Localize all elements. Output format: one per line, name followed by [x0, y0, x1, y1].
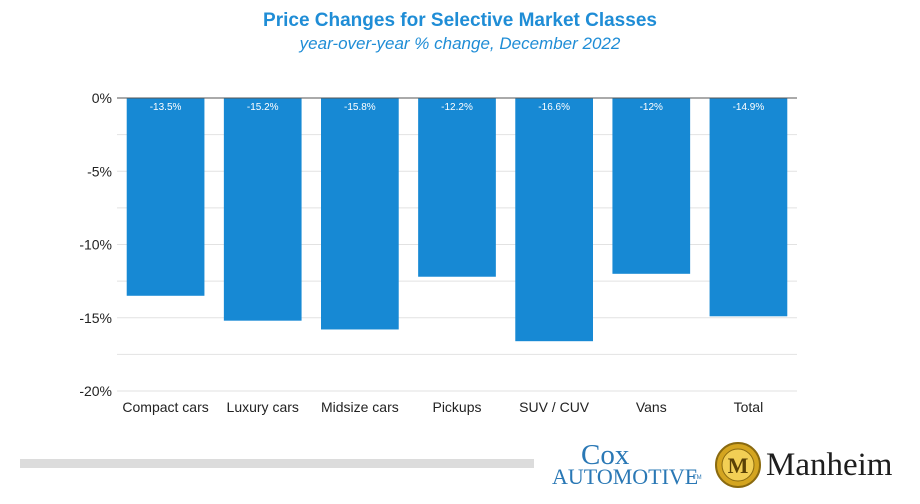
cox-automotive-logo: Cox AUTOMOTIVE TM — [552, 440, 702, 490]
y-tick-label: -15% — [79, 310, 112, 326]
x-tick-label: Pickups — [432, 399, 481, 415]
cox-logo-name: Cox — [581, 439, 630, 471]
x-tick-label: Total — [734, 399, 764, 415]
y-tick-label: -5% — [87, 163, 112, 179]
bar — [418, 98, 496, 277]
bar-value-label: -15.2% — [247, 102, 279, 113]
y-tick-label: -20% — [79, 383, 112, 399]
bar — [223, 98, 302, 321]
bar-value-label: -15.8% — [344, 102, 376, 113]
cox-logo-subtitle: AUTOMOTIVE — [552, 464, 699, 489]
bar — [321, 98, 399, 330]
bar — [709, 98, 788, 317]
bar — [612, 98, 691, 274]
bar-value-label: -13.5% — [150, 102, 182, 113]
x-tick-label: Vans — [636, 399, 667, 415]
bar — [515, 98, 593, 342]
manheim-emblem-letter: M — [728, 453, 749, 478]
manheim-logo-name: Manheim — [766, 447, 893, 483]
x-tick-label: Luxury cars — [227, 399, 299, 415]
x-tick-label: Compact cars — [122, 399, 208, 415]
bar — [126, 98, 205, 296]
x-tick-label: SUV / CUV — [519, 399, 590, 415]
bar-value-label: -12% — [640, 102, 663, 113]
bar-value-label: -12.2% — [441, 102, 473, 113]
bar-value-label: -14.9% — [733, 102, 765, 113]
y-tick-label: -10% — [79, 237, 112, 253]
y-tick-label: 0% — [92, 90, 112, 106]
footer-divider-bar — [20, 459, 534, 468]
manheim-emblem-icon: M — [715, 442, 761, 488]
manheim-logo: M Manheim — [714, 441, 904, 491]
cox-logo-trademark: TM — [693, 475, 702, 481]
chart-subtitle: year-over-year % change, December 2022 — [299, 34, 621, 53]
x-tick-label: Midsize cars — [321, 399, 399, 415]
chart-title: Price Changes for Selective Market Class… — [263, 10, 657, 31]
bar-value-label: -16.6% — [538, 102, 570, 113]
